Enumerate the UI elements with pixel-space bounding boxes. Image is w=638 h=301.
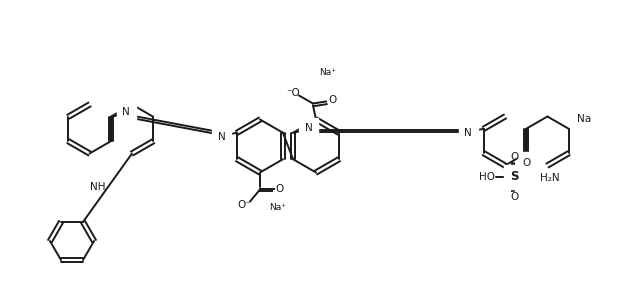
Text: N: N [218, 132, 225, 142]
Text: S: S [510, 170, 519, 183]
Text: NH: NH [90, 182, 105, 192]
Text: O: O [510, 192, 518, 202]
Text: N: N [305, 123, 313, 133]
Text: O: O [522, 158, 530, 168]
Text: N: N [464, 128, 472, 138]
Text: O: O [510, 152, 518, 162]
Text: ⁻O: ⁻O [286, 88, 300, 98]
Text: HO: HO [479, 172, 495, 182]
Text: Na: Na [577, 114, 591, 124]
Text: N: N [122, 107, 130, 117]
Text: O: O [276, 185, 284, 194]
Text: O: O [328, 95, 336, 105]
Text: H₂N: H₂N [540, 173, 560, 184]
Text: O⁻: O⁻ [237, 200, 251, 210]
Text: Na⁺: Na⁺ [269, 203, 286, 212]
Text: Na⁺: Na⁺ [320, 68, 336, 77]
